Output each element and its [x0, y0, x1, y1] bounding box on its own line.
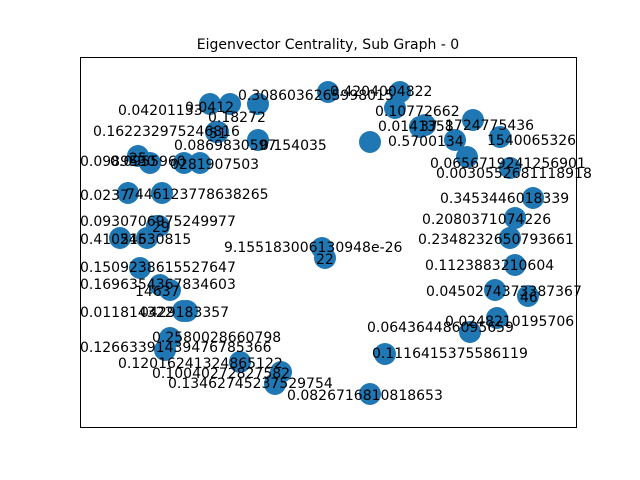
graph-node [517, 285, 539, 307]
graph-node [247, 93, 269, 115]
graph-node [374, 343, 396, 365]
centrality-value-label: 0.2080371074226 [422, 212, 551, 228]
centrality-value-label: 0.04201133 [118, 103, 203, 119]
graph-node [219, 93, 241, 115]
centrality-value-label: 0.064364486095659 [367, 320, 514, 336]
graph-node [359, 383, 381, 405]
graph-node [199, 93, 221, 115]
centrality-value-label: 0.0869830597 [174, 138, 276, 154]
centrality-value-label: 0.3453446018339 [440, 191, 569, 207]
centrality-value-label: 0.0826716810818653 [287, 388, 443, 404]
node-name-label: 29 [152, 220, 170, 236]
graph-node [317, 81, 339, 103]
graph-node [109, 227, 131, 249]
graph-node [462, 109, 484, 131]
centrality-value-label: 0.0955960 [110, 154, 186, 170]
centrality-value-label: 0.18272 [208, 110, 266, 126]
node-name-label: 46 [520, 290, 538, 306]
graph-node [504, 207, 526, 229]
graph-node [159, 279, 181, 301]
graph-node [499, 227, 521, 249]
centrality-value-label: 0.10772662 [375, 104, 460, 120]
centrality-value-label: 7446123778638265 [126, 187, 269, 203]
graph-node [314, 247, 336, 269]
node-name-label: 37 [420, 119, 438, 135]
graph-node [489, 126, 511, 148]
centrality-value-label: 0.0930706975249977 [80, 214, 236, 230]
centrality-value-label: 0.4204004822 [330, 84, 432, 100]
centrality-value-label: 1724775436 [445, 118, 534, 134]
graph-node [486, 307, 508, 329]
graph-node [444, 129, 466, 151]
graph-node [247, 129, 269, 151]
graph-node [504, 254, 526, 276]
graph-node [459, 321, 481, 343]
centrality-value-label: 0.0412 [185, 100, 234, 116]
graph-node [154, 339, 176, 361]
node-name-label: 22 [316, 252, 334, 268]
nodes-layer [109, 81, 544, 405]
graph-node [136, 227, 158, 249]
centrality-value-label: 0.12663391439476785366 [80, 340, 272, 356]
centrality-value-label: 0.2348232650793661 [418, 232, 574, 248]
centrality-value-label: 0.154035 [260, 138, 327, 154]
graph-node [522, 187, 544, 209]
centrality-value-label: 0.0656719241256901 [430, 156, 586, 172]
plot-frame [80, 57, 577, 428]
graph-node [205, 121, 227, 143]
centrality-value-label: 0.162232975246816 [93, 124, 240, 140]
centrality-value-label: 0.10040272827582 [152, 366, 290, 382]
graph-node [384, 97, 406, 119]
graph-node [151, 182, 173, 204]
graph-node [414, 114, 436, 136]
centrality-value-label: 1540065326 [487, 133, 576, 149]
centrality-value-label: 0.13462745237529754 [168, 376, 333, 392]
centrality-value-label: 0.2580028660798 [152, 330, 281, 346]
graph-node [117, 182, 139, 204]
graph-node [172, 300, 194, 322]
centrality-value-label: 0.5700134 [388, 134, 464, 150]
centrality-value-label: 0.3086036265998015 [238, 88, 394, 104]
centrality-value-label: 0.0989530 [80, 154, 156, 170]
graph-node [189, 152, 211, 174]
graph-node [229, 351, 251, 373]
node-name-label: 25 [129, 151, 147, 167]
graph-node [456, 146, 478, 168]
centrality-value-label: 0.0030552681118918 [436, 166, 592, 182]
centrality-value-label: 0.1509238615527647 [80, 260, 236, 276]
graph-node [264, 373, 286, 395]
graph-node [173, 152, 195, 174]
centrality-value-label: 0.0450274373387367 [426, 284, 582, 300]
centrality-value-label: 0.12016241324865122 [118, 356, 283, 372]
centrality-value-label: 0.0237 [80, 188, 129, 204]
centrality-value-label: 0.0248210195706 [445, 314, 574, 330]
graph-node [359, 131, 381, 153]
centrality-value-label: 24630815 [120, 232, 191, 248]
centrality-value-label: 0.0141358 [378, 119, 454, 135]
graph-node [499, 157, 521, 179]
chart-title: Eigenvector Centrality, Sub Graph - 0 [197, 37, 459, 53]
centrality-value-label: 0.011814322 [80, 305, 174, 321]
centrality-value-label: 0.1123883210604 [425, 258, 554, 274]
centrality-value-label: 0429183357 [140, 305, 229, 321]
centrality-value-label: 9.155183006130948e-26 [224, 240, 403, 256]
graph-node [484, 279, 506, 301]
centrality-value-label: 0.1116415375586119 [372, 346, 528, 362]
centrality-value-label: 14637 [135, 284, 180, 300]
centrality-value-label: 0281907503 [170, 157, 259, 173]
node-name-label: 51 [209, 126, 227, 142]
graph-node [129, 257, 151, 279]
centrality-value-label: 0.1696354367834603 [80, 277, 236, 293]
graph-node [139, 152, 161, 174]
centrality-value-label: 0.410515 [80, 232, 147, 248]
